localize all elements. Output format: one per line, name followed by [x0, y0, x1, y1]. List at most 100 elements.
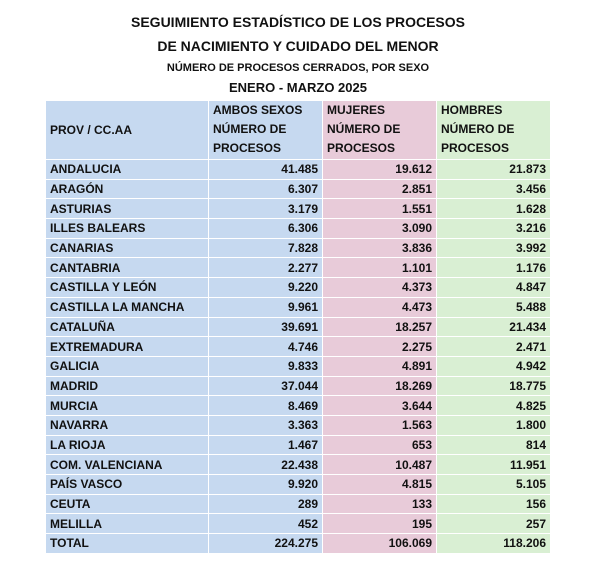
total-row: TOTAL 224.275 106.069 118.206	[45, 533, 551, 554]
value-cell: 39.691	[208, 316, 323, 338]
value-cell: 3.363	[208, 414, 323, 436]
data-table: PROV / CC.AA AMBOS SEXOS NÚMERO DE PROCESOS…	[45, 100, 551, 554]
data-row: GALICIA 9.833 4.891 4.942	[45, 355, 551, 377]
value-cell: 11.951	[436, 454, 551, 475]
value-cell: 1.467	[208, 434, 323, 456]
value-cell: 5.488	[436, 296, 551, 318]
value-cell: 3.179	[208, 198, 323, 220]
value-cell: 3.644	[322, 395, 437, 416]
value-cell: 21.873	[436, 159, 551, 180]
data-row: NAVARRA 3.363 1.563 1.800	[45, 414, 551, 436]
value-cell: 2.275	[322, 336, 437, 357]
value-cell: 3.836	[322, 237, 437, 259]
region-cell: CANARIAS	[45, 237, 209, 259]
region-cell: CASTILLA LA MANCHA	[45, 296, 209, 318]
column-name: AMBOS SEXOS	[213, 103, 303, 117]
data-row: COM. VALENCIANA 22.438 10.487 11.951	[45, 454, 551, 475]
value-cell: 452	[208, 513, 323, 535]
data-row: CASTILLA LA MANCHA 9.961 4.473 5.488	[45, 296, 551, 318]
value-cell: 22.438	[208, 454, 323, 475]
value-cell: 3.992	[436, 237, 551, 259]
column-subtitle: NÚMERO DE	[441, 122, 515, 136]
data-row: CASTILLA Y LEÓN 9.220 4.373 4.847	[45, 277, 551, 298]
region-cell: COM. VALENCIANA	[45, 454, 209, 475]
value-cell: 106.069	[322, 533, 437, 554]
value-cell: 2.277	[208, 257, 323, 279]
region-cell: CANTABRIA	[45, 257, 209, 279]
data-row: LA RIOJA 1.467 653 814	[45, 434, 551, 456]
region-cell: LA RIOJA	[45, 434, 209, 456]
region-cell: PAÍS VASCO	[45, 474, 209, 495]
value-cell: 19.612	[322, 159, 437, 180]
value-cell: 18.775	[436, 375, 551, 397]
value-cell: 4.942	[436, 355, 551, 377]
value-cell: 4.815	[322, 474, 437, 495]
value-cell: 4.373	[322, 277, 437, 298]
column-subtitle: PROCESOS	[213, 141, 282, 155]
value-cell: 289	[208, 493, 323, 515]
data-row: EXTREMADURA 4.746 2.275 2.471	[45, 336, 551, 357]
region-cell: ARAGÓN	[45, 178, 209, 200]
value-cell: 41.485	[208, 159, 323, 180]
data-row: MADRID 37.044 18.269 18.775	[45, 375, 551, 397]
data-row: ARAGÓN 6.307 2.851 3.456	[45, 178, 551, 200]
data-row: CANARIAS 7.828 3.836 3.992	[45, 237, 551, 259]
data-row: CEUTA 289 133 156	[45, 493, 551, 515]
value-cell: 6.306	[208, 218, 323, 239]
value-cell: 1.176	[436, 257, 551, 279]
value-cell: 1.101	[322, 257, 437, 279]
value-cell: 814	[436, 434, 551, 456]
header-cell: AMBOS SEXOS NÚMERO DE PROCESOS	[208, 100, 323, 160]
value-cell: 3.090	[322, 218, 437, 239]
column-name: HOMBRES	[441, 103, 503, 117]
data-row: MELILLA 452 195 257	[45, 513, 551, 535]
data-row: ILLES BALEARS 6.306 3.090 3.216	[45, 218, 551, 239]
value-cell: 5.105	[436, 474, 551, 495]
value-cell: 195	[322, 513, 437, 535]
title: DE NACIMIENTO Y CUIDADO DEL MENOR	[157, 38, 439, 54]
region-cell: TOTAL	[45, 533, 209, 554]
value-cell: 257	[436, 513, 551, 535]
period: ENERO - MARZO 2025	[229, 80, 367, 95]
value-cell: 156	[436, 493, 551, 515]
header-cell: MUJERES NÚMERO DE PROCESOS	[322, 100, 437, 160]
value-cell: 653	[322, 434, 437, 456]
region-cell: EXTREMADURA	[45, 336, 209, 357]
value-cell: 9.920	[208, 474, 323, 495]
region-cell: GALICIA	[45, 355, 209, 377]
value-cell: 2.851	[322, 178, 437, 200]
region-cell: ASTURIAS	[45, 198, 209, 220]
value-cell: 18.269	[322, 375, 437, 397]
header-cell: HOMBRES NÚMERO DE PROCESOS	[436, 100, 551, 160]
value-cell: 1.563	[322, 414, 437, 436]
value-cell: 4.847	[436, 277, 551, 298]
region-cell: MADRID	[45, 375, 209, 397]
title: SEGUIMIENTO ESTADÍSTICO DE LOS PROCESOS	[131, 14, 465, 30]
value-cell: 10.487	[322, 454, 437, 475]
region-cell: ANDALUCIA	[45, 159, 209, 180]
column-name: MUJERES	[327, 103, 386, 117]
column-subtitle: PROCESOS	[441, 141, 510, 155]
title-block: SEGUIMIENTO ESTADÍSTICO DE LOS PROCESOS …	[0, 10, 596, 98]
value-cell: 21.434	[436, 316, 551, 338]
header-row: PROV / CC.AA AMBOS SEXOS NÚMERO DE PROCESOS…	[45, 100, 551, 160]
region-cell: CATALUÑA	[45, 316, 209, 338]
value-cell: 4.891	[322, 355, 437, 377]
value-cell: 18.257	[322, 316, 437, 338]
data-row: ASTURIAS 3.179 1.551 1.628	[45, 198, 551, 220]
value-cell: 1.551	[322, 198, 437, 220]
value-cell: 4.825	[436, 395, 551, 416]
value-cell: 9.833	[208, 355, 323, 377]
value-cell: 3.216	[436, 218, 551, 239]
data-row: ANDALUCIA 41.485 19.612 21.873	[45, 159, 551, 180]
value-cell: 4.473	[322, 296, 437, 318]
value-cell: 3.456	[436, 178, 551, 200]
region-cell: CASTILLA Y LEÓN	[45, 277, 209, 298]
data-row: MURCIA 8.469 3.644 4.825	[45, 395, 551, 416]
value-cell: 37.044	[208, 375, 323, 397]
column-subtitle: NÚMERO DE	[213, 122, 287, 136]
header-cell: PROV / CC.AA	[45, 100, 209, 160]
region-cell: MURCIA	[45, 395, 209, 416]
region-cell: CEUTA	[45, 493, 209, 515]
value-cell: 8.469	[208, 395, 323, 416]
